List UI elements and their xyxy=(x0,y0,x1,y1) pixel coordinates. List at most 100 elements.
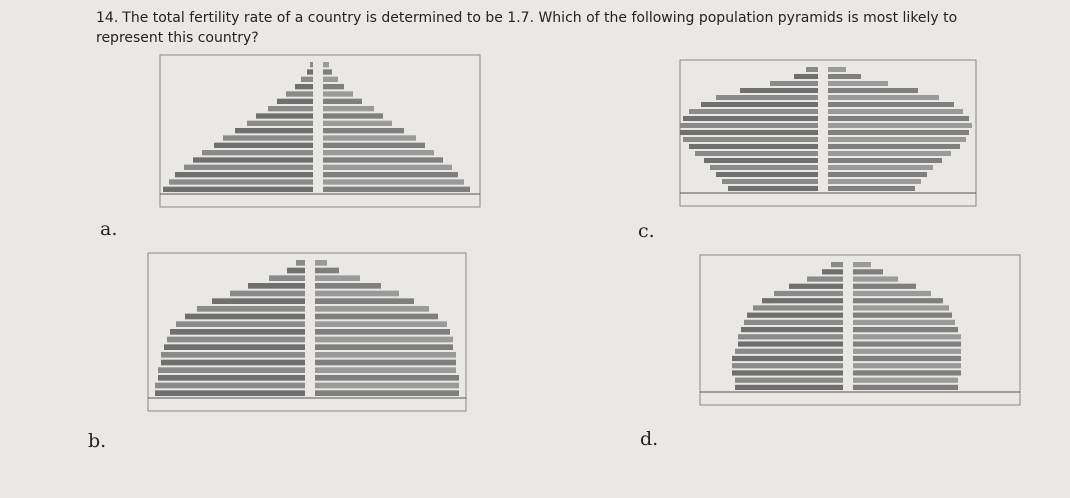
female-bar xyxy=(323,76,338,82)
question-number: 14. xyxy=(96,10,119,26)
female-bar xyxy=(315,329,450,335)
male-bar xyxy=(683,116,818,121)
female-bar xyxy=(323,179,464,185)
male-bar xyxy=(248,283,305,289)
male-bar xyxy=(307,69,313,75)
female-bar xyxy=(323,62,329,68)
male-bar xyxy=(184,164,313,170)
female-bar xyxy=(323,142,425,148)
male-bar xyxy=(155,390,305,396)
female-bar xyxy=(853,370,961,376)
female-bar xyxy=(323,150,434,156)
female-bar xyxy=(315,290,399,297)
female-bar xyxy=(828,165,933,170)
male-bar xyxy=(214,142,313,148)
female-bar xyxy=(853,355,961,362)
male-bar xyxy=(197,306,305,312)
female-bar xyxy=(828,102,954,107)
option-label: c. xyxy=(638,220,655,242)
female-bar xyxy=(853,319,955,325)
male-bar xyxy=(744,319,843,325)
female-bar xyxy=(315,359,456,366)
female-bar xyxy=(828,81,888,86)
female-bar xyxy=(853,290,931,297)
male-bar xyxy=(269,275,305,281)
male-bar xyxy=(770,81,818,86)
male-bar xyxy=(235,128,313,134)
male-bar xyxy=(728,186,818,191)
female-bar xyxy=(828,88,918,93)
pyramid-frame xyxy=(147,252,467,412)
male-bar xyxy=(202,150,313,156)
male-bar xyxy=(762,298,843,304)
male-bar xyxy=(167,336,305,343)
male-bar xyxy=(256,113,313,119)
female-bar xyxy=(828,130,969,135)
male-bar xyxy=(807,276,843,282)
male-bar xyxy=(295,84,313,90)
female-bar xyxy=(323,128,404,134)
male-bar xyxy=(277,98,313,104)
male-bar xyxy=(193,157,313,163)
male-bar xyxy=(161,359,305,366)
male-bar xyxy=(735,348,843,354)
female-bar xyxy=(853,341,961,347)
female-bar xyxy=(315,313,438,320)
male-bar xyxy=(158,367,305,373)
female-bar xyxy=(315,367,456,373)
male-bar xyxy=(163,186,313,192)
female-bar xyxy=(323,164,452,170)
female-bar xyxy=(323,91,353,97)
female-bar xyxy=(853,377,958,383)
male-bar xyxy=(683,137,818,142)
male-bar xyxy=(701,102,818,107)
female-bar xyxy=(853,283,916,289)
male-bar xyxy=(310,62,313,68)
male-bar xyxy=(822,269,843,275)
female-bar xyxy=(828,158,942,163)
female-bar xyxy=(828,116,969,121)
male-bar xyxy=(286,91,313,97)
male-bar xyxy=(716,95,818,100)
female-bar xyxy=(315,267,339,274)
female-bar xyxy=(323,98,362,104)
female-bar xyxy=(323,106,374,112)
male-bar xyxy=(735,377,843,383)
pyramid-frame xyxy=(159,54,481,208)
male-bar xyxy=(735,384,843,390)
female-bar xyxy=(828,186,915,191)
question: 14. The total fertility rate of a country… xyxy=(96,8,996,48)
male-bar xyxy=(716,172,818,177)
male-bar xyxy=(738,341,843,347)
female-bar xyxy=(828,123,972,128)
female-bar xyxy=(828,67,846,72)
female-bar xyxy=(853,327,958,333)
male-bar xyxy=(806,67,818,72)
male-bar xyxy=(741,327,843,333)
female-bar xyxy=(323,172,458,178)
male-bar xyxy=(695,151,818,156)
male-bar xyxy=(296,260,305,266)
male-bar xyxy=(680,130,818,135)
male-bar xyxy=(230,290,305,297)
male-bar xyxy=(680,123,818,128)
male-bar xyxy=(689,109,818,114)
male-bar xyxy=(774,290,843,297)
male-bar xyxy=(212,298,305,304)
option-label: b. xyxy=(88,430,107,452)
male-bar xyxy=(789,283,843,289)
male-bar xyxy=(732,370,843,376)
male-bar xyxy=(794,74,818,79)
female-bar xyxy=(323,69,332,75)
male-bar xyxy=(155,382,305,389)
male-bar xyxy=(704,158,818,163)
female-bar xyxy=(315,298,414,304)
female-bar xyxy=(853,276,898,282)
female-bar xyxy=(315,382,459,389)
male-bar xyxy=(722,179,818,184)
female-bar xyxy=(315,306,429,312)
male-bar xyxy=(287,267,305,274)
male-bar xyxy=(747,312,843,318)
